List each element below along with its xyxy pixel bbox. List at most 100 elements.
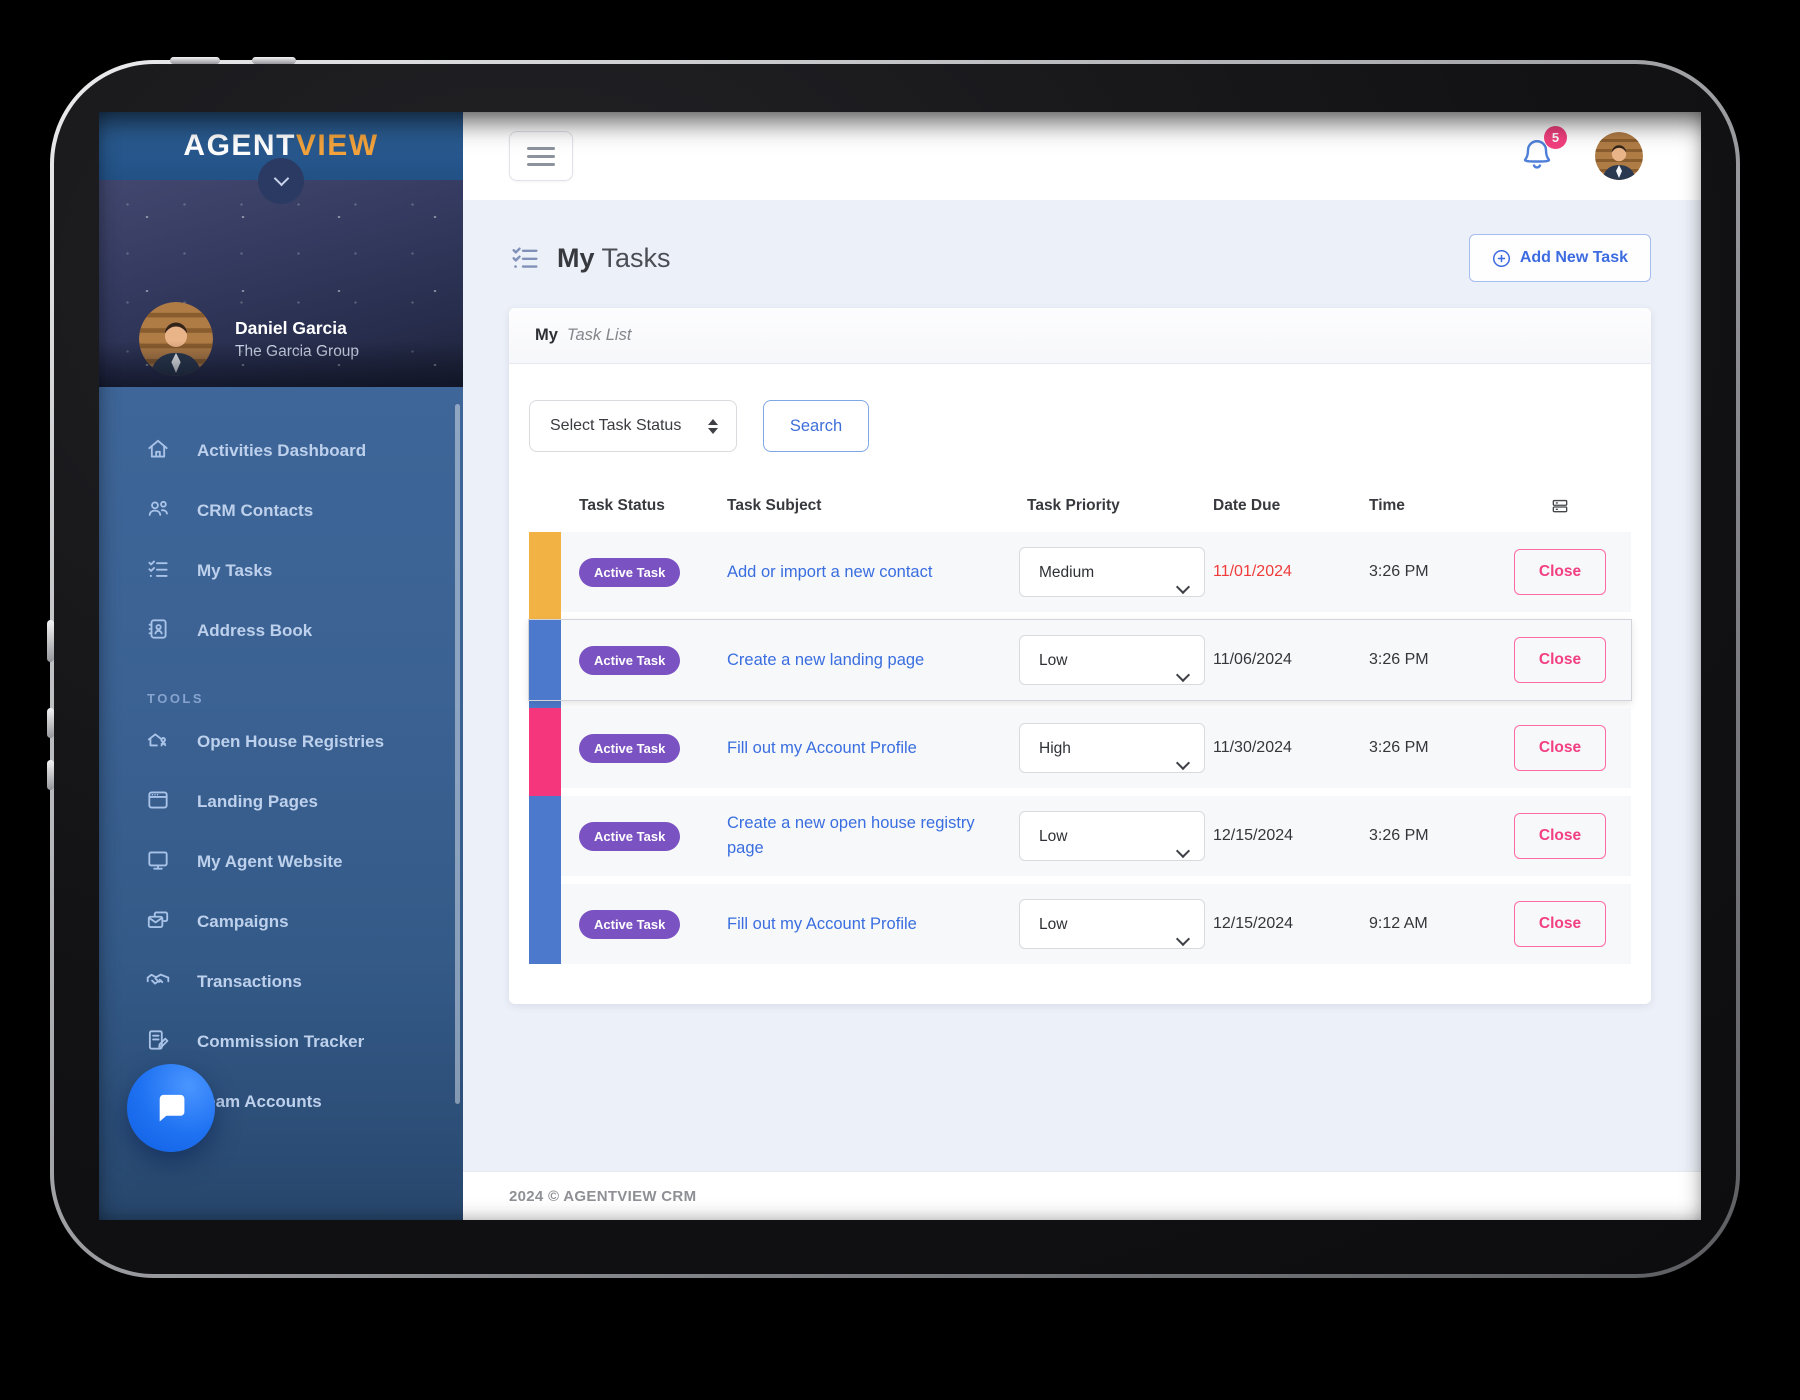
priority-select-wrap: High [1019,723,1205,773]
row-color-bar [529,708,561,796]
nav-item-label: Activities Dashboard [197,441,367,460]
close-task-button[interactable]: Close [1514,725,1606,771]
row-color-bar [529,796,561,884]
priority-select[interactable]: Medium [1019,547,1205,597]
time-value: 3:26 PM [1369,739,1429,756]
close-task-button[interactable]: Close [1514,901,1606,947]
task-subject-link[interactable]: Fill out my Account Profile [727,914,917,933]
date-due-value: 12/15/2024 [1213,915,1294,932]
nav-icon [145,727,171,758]
avatar-photo [139,302,213,376]
time-value: 3:26 PM [1369,651,1429,668]
add-new-task-button[interactable]: Add New Task [1468,234,1651,282]
tablet-bezel: AGENTVIEW [54,64,1736,1274]
chat-bubble-icon [159,1094,185,1122]
nav-icon [145,967,171,998]
menu-toggle-button[interactable] [509,131,573,181]
priority-select-wrap: Low [1019,635,1205,685]
nav-item-label: Open House Registries [197,732,385,751]
volume-up-button [170,57,220,64]
status-badge: Active Task [579,909,681,939]
side-button [47,708,54,738]
row-color-bar [529,532,561,620]
priority-select-wrap: Low [1019,899,1205,949]
sidebar-scrollbar[interactable] [455,404,460,1104]
task-status-select[interactable]: Select Task Status [529,400,737,452]
side-button [47,620,54,662]
sidebar-nav-item[interactable]: Campaigns [99,892,463,952]
nav-item-label: My Tasks [197,561,273,580]
date-due-value: 11/30/2024 [1213,739,1292,756]
header-time: Time [1369,497,1405,514]
date-due-value: 11/01/2024 [1213,563,1292,580]
priority-select[interactable]: Low [1019,635,1205,685]
sidebar-tools-nav: Open House Registries Landing Pages My A… [99,712,463,1132]
task-subject-link[interactable]: Create a new landing page [727,650,925,669]
footer: 2024 © AGENTVIEW CRM [463,1171,1701,1220]
nav-icon [145,787,171,818]
volume-down-button [252,57,296,64]
sidebar-nav-item[interactable]: My Agent Website [99,832,463,892]
header-task-subject: Task Subject [727,497,822,514]
close-task-button[interactable]: Close [1514,637,1606,683]
close-task-button[interactable]: Close [1514,813,1606,859]
user-avatar[interactable] [1595,132,1643,180]
close-task-button[interactable]: Close [1514,549,1606,595]
sidebar-nav-item[interactable]: Open House Registries [99,712,463,772]
priority-select[interactable]: Low [1019,899,1205,949]
sidebar-nav-item[interactable]: My Tasks [99,541,463,601]
card-header: My Task List [509,308,1651,364]
priority-select-wrap: Low [1019,811,1205,861]
nav-item-label: Transactions [197,972,302,991]
main-area: 5 [463,112,1701,1220]
nav-icon [145,556,171,587]
notification-count-badge: 5 [1544,125,1567,149]
chat-fab-button[interactable] [127,1064,215,1152]
nav-item-label: Address Book [197,621,313,640]
priority-select[interactable]: High [1019,723,1205,773]
sidebar-nav-item[interactable]: CRM Contacts [99,481,463,541]
sidebar-nav-item[interactable]: Commission Tracker [99,1012,463,1072]
topbar: 5 [463,112,1701,200]
status-badge: Active Task [579,557,681,587]
tasks-checklist-icon [512,247,538,268]
task-row: Active Task Fill out my Account Profile … [529,884,1631,964]
nav-icon [145,496,171,527]
tools-section-label: TOOLS [147,691,205,706]
task-subject-link[interactable]: Add or import a new contact [727,562,933,581]
status-badge: Active Task [579,645,681,675]
header-date-due: Date Due [1213,497,1281,514]
sidebar-nav-item[interactable]: Address Book [99,601,463,661]
sidebar-nav-item[interactable]: Activities Dashboard [99,421,463,481]
nav-item-label: Team Accounts [197,1092,322,1111]
profile-team: The Garcia Group [235,342,360,360]
nav-item-label: Commission Tracker [197,1032,365,1051]
copyright-text: 2024 © AGENTVIEW CRM [509,1187,697,1205]
nav-item-label: Landing Pages [197,792,318,811]
date-due-value: 11/06/2024 [1213,651,1292,668]
task-subject-link[interactable]: Fill out my Account Profile [727,738,917,757]
task-row: Active Task Add or import a new contact … [529,532,1631,620]
profile-collapse-button[interactable] [258,158,304,204]
nav-item-label: Campaigns [197,912,289,931]
page-title: My Tasks [557,242,671,273]
app-screen: AGENTVIEW [99,112,1701,1220]
priority-select[interactable]: Low [1019,811,1205,861]
sidebar-nav-item[interactable]: Landing Pages [99,772,463,832]
priority-select-wrap: Medium [1019,547,1205,597]
table-header-row: Task Status Task Subject Task Priority D… [561,496,1631,516]
notifications-button[interactable]: 5 [1519,125,1567,178]
sidebar-nav-item[interactable]: Transactions [99,952,463,1012]
agentview-logo: AGENTVIEW [183,129,378,163]
row-color-bar [529,884,561,964]
time-value: 3:26 PM [1369,563,1429,580]
nav-icon [145,1027,171,1058]
profile-avatar[interactable] [139,302,213,376]
task-subject-link[interactable]: Create a new open house registry page [727,814,975,857]
plus-circle-icon [1492,249,1510,267]
search-button[interactable]: Search [763,400,869,452]
task-row: Active Task Fill out my Account Profile … [529,708,1631,796]
status-badge: Active Task [579,821,681,851]
task-list-card: My Task List Select Task Status Search [509,308,1651,1004]
hamburger-icon [527,146,555,150]
